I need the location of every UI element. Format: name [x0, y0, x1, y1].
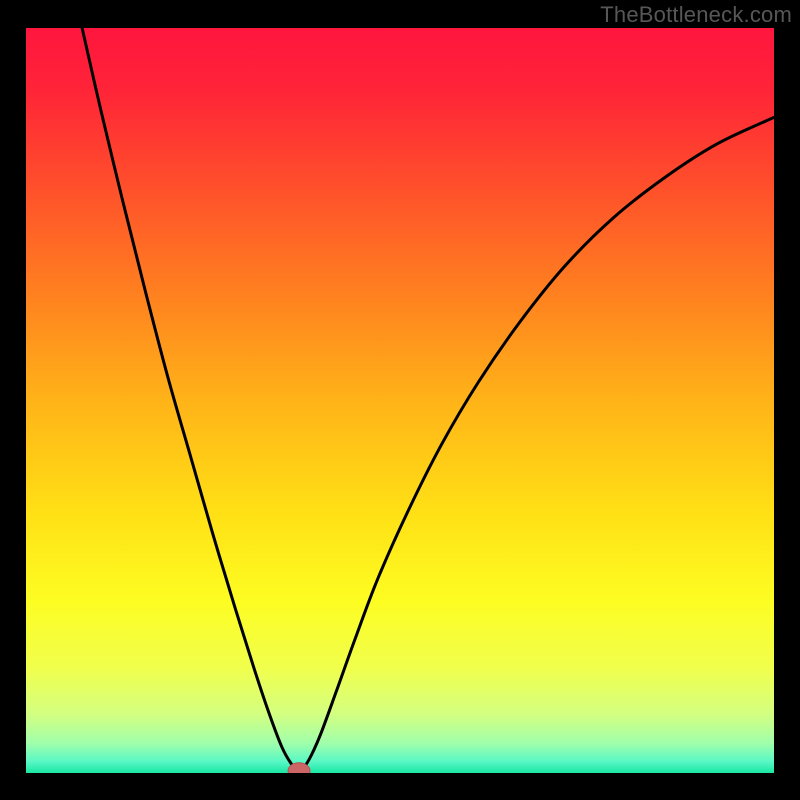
chart-svg [26, 28, 774, 773]
chart-background [26, 28, 774, 773]
watermark-text: TheBottleneck.com [600, 2, 792, 28]
bottleneck-chart [26, 28, 774, 773]
